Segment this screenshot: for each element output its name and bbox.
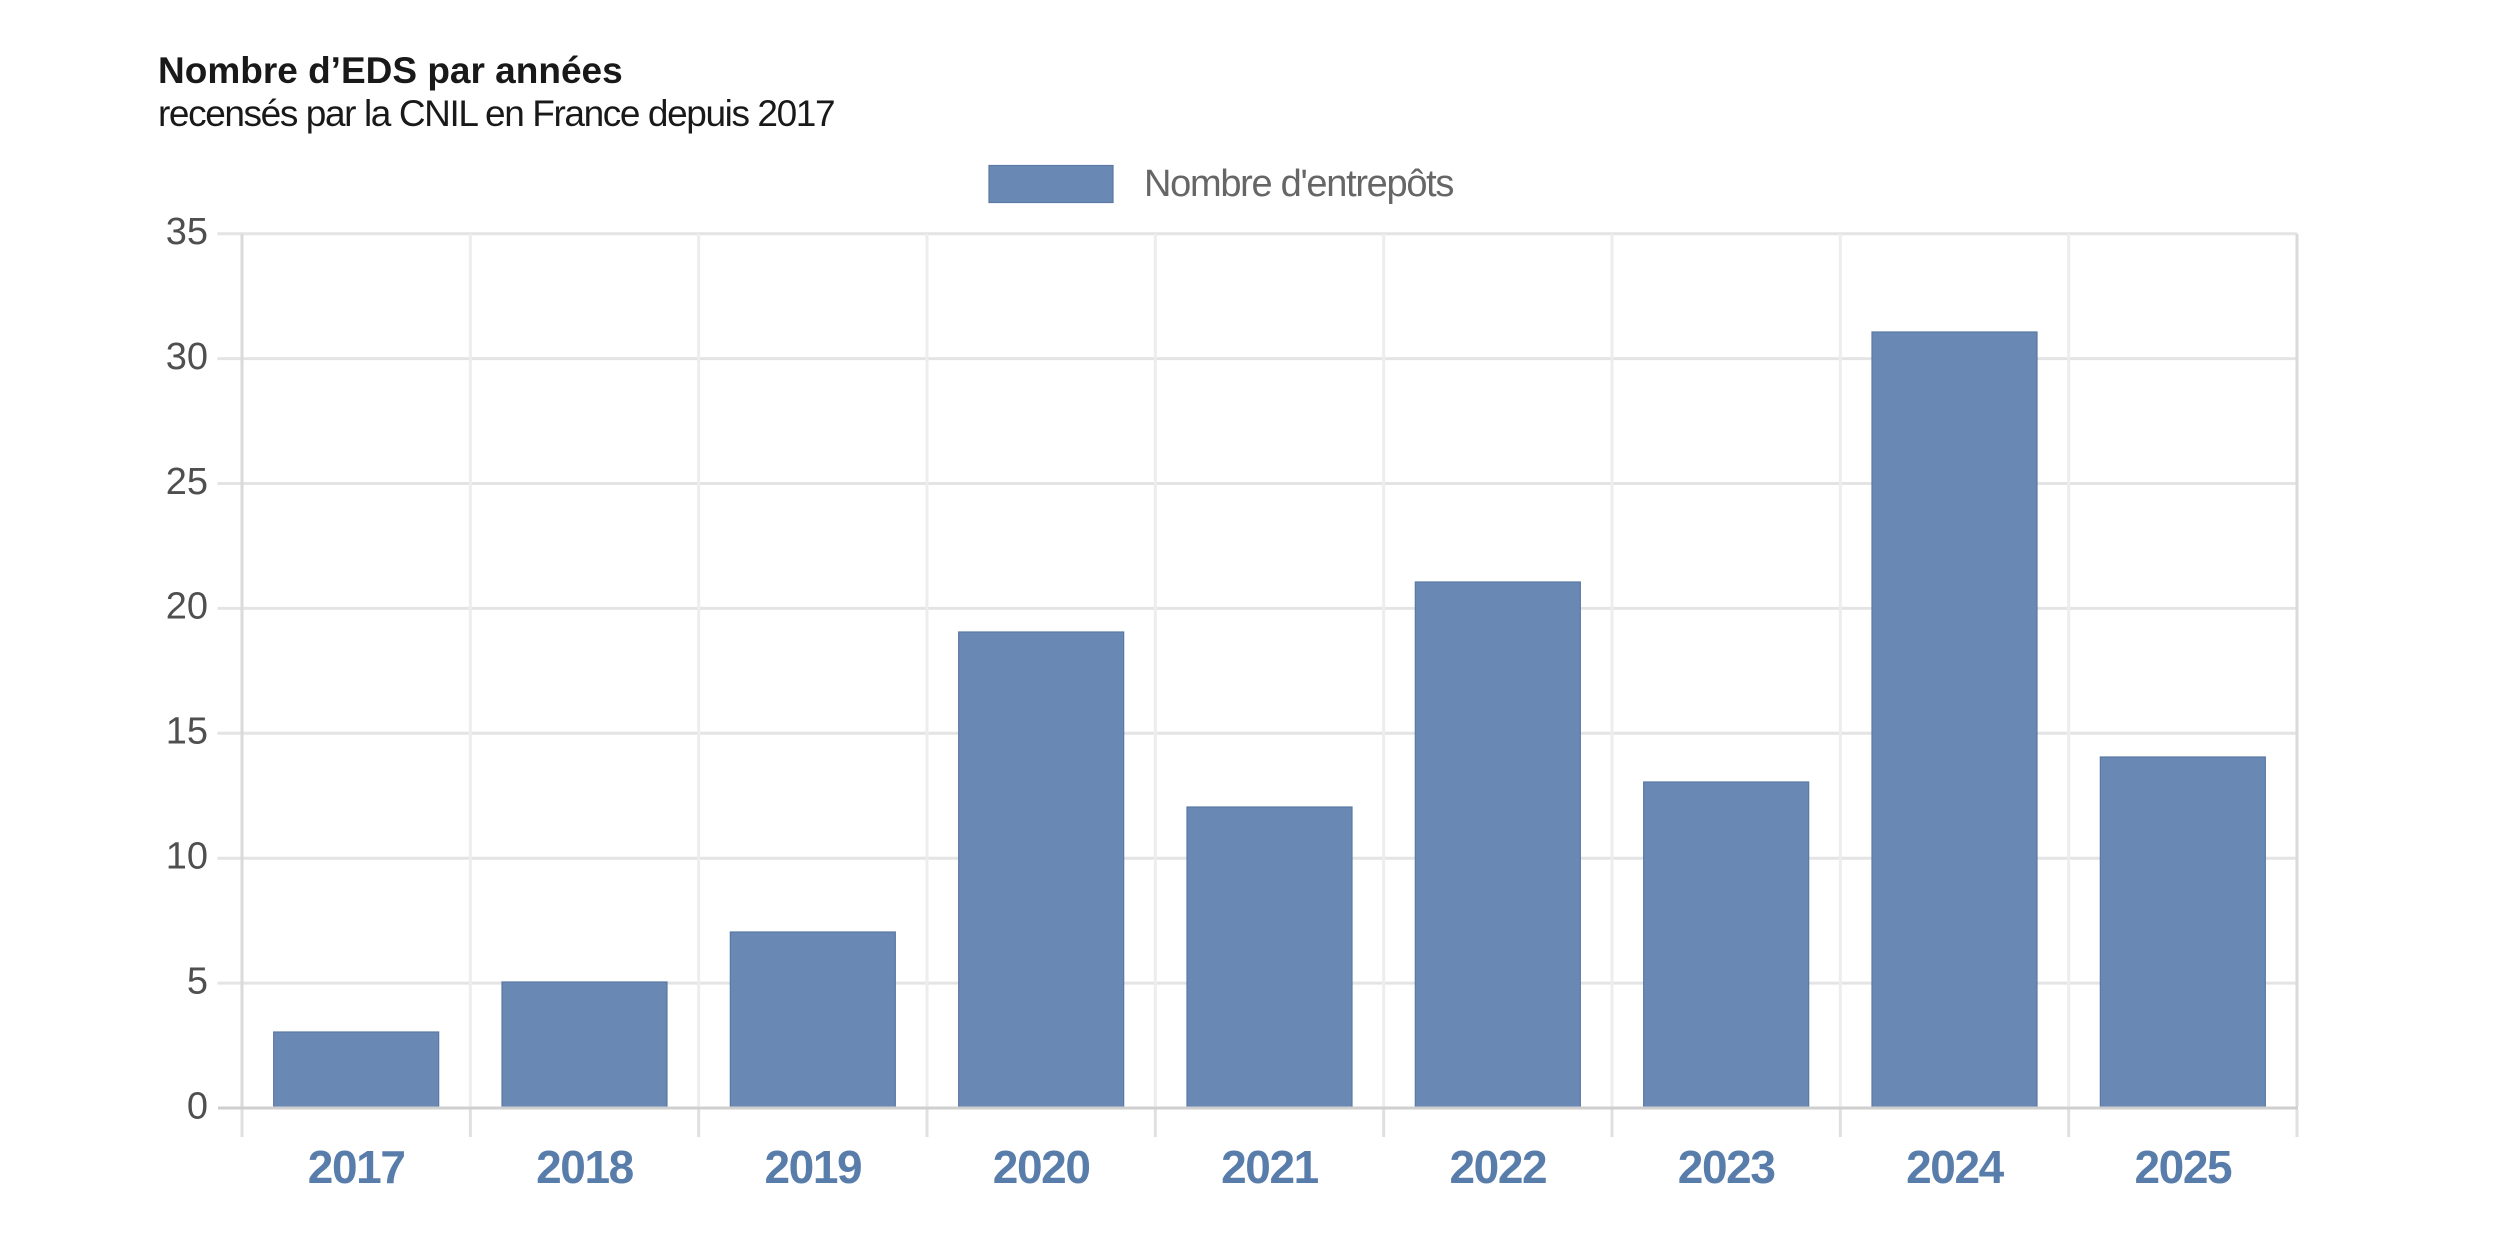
svg-text:20: 20 xyxy=(166,586,208,628)
svg-text:15: 15 xyxy=(166,711,208,753)
svg-text:2022: 2022 xyxy=(1449,1141,1546,1193)
svg-text:2023: 2023 xyxy=(1678,1141,1775,1193)
svg-text:5: 5 xyxy=(187,960,208,1002)
svg-text:30: 30 xyxy=(166,336,208,378)
svg-text:2018: 2018 xyxy=(536,1141,634,1193)
svg-text:35: 35 xyxy=(166,211,208,253)
svg-text:2025: 2025 xyxy=(2134,1141,2232,1193)
svg-text:Nombre d'entrepôts: Nombre d'entrepôts xyxy=(1144,163,1453,205)
svg-text:10: 10 xyxy=(166,836,208,878)
svg-text:2021: 2021 xyxy=(1221,1141,1319,1193)
svg-text:recensés par la CNIL en France: recensés par la CNIL en France depuis 20… xyxy=(158,93,834,134)
svg-text:2019: 2019 xyxy=(764,1141,861,1193)
svg-text:25: 25 xyxy=(166,461,208,503)
svg-text:2017: 2017 xyxy=(308,1141,405,1193)
svg-text:Nombre d’EDS par années: Nombre d’EDS par années xyxy=(158,50,623,91)
svg-text:2020: 2020 xyxy=(993,1141,1090,1193)
svg-text:0: 0 xyxy=(187,1085,208,1127)
svg-text:2024: 2024 xyxy=(1906,1141,2005,1193)
